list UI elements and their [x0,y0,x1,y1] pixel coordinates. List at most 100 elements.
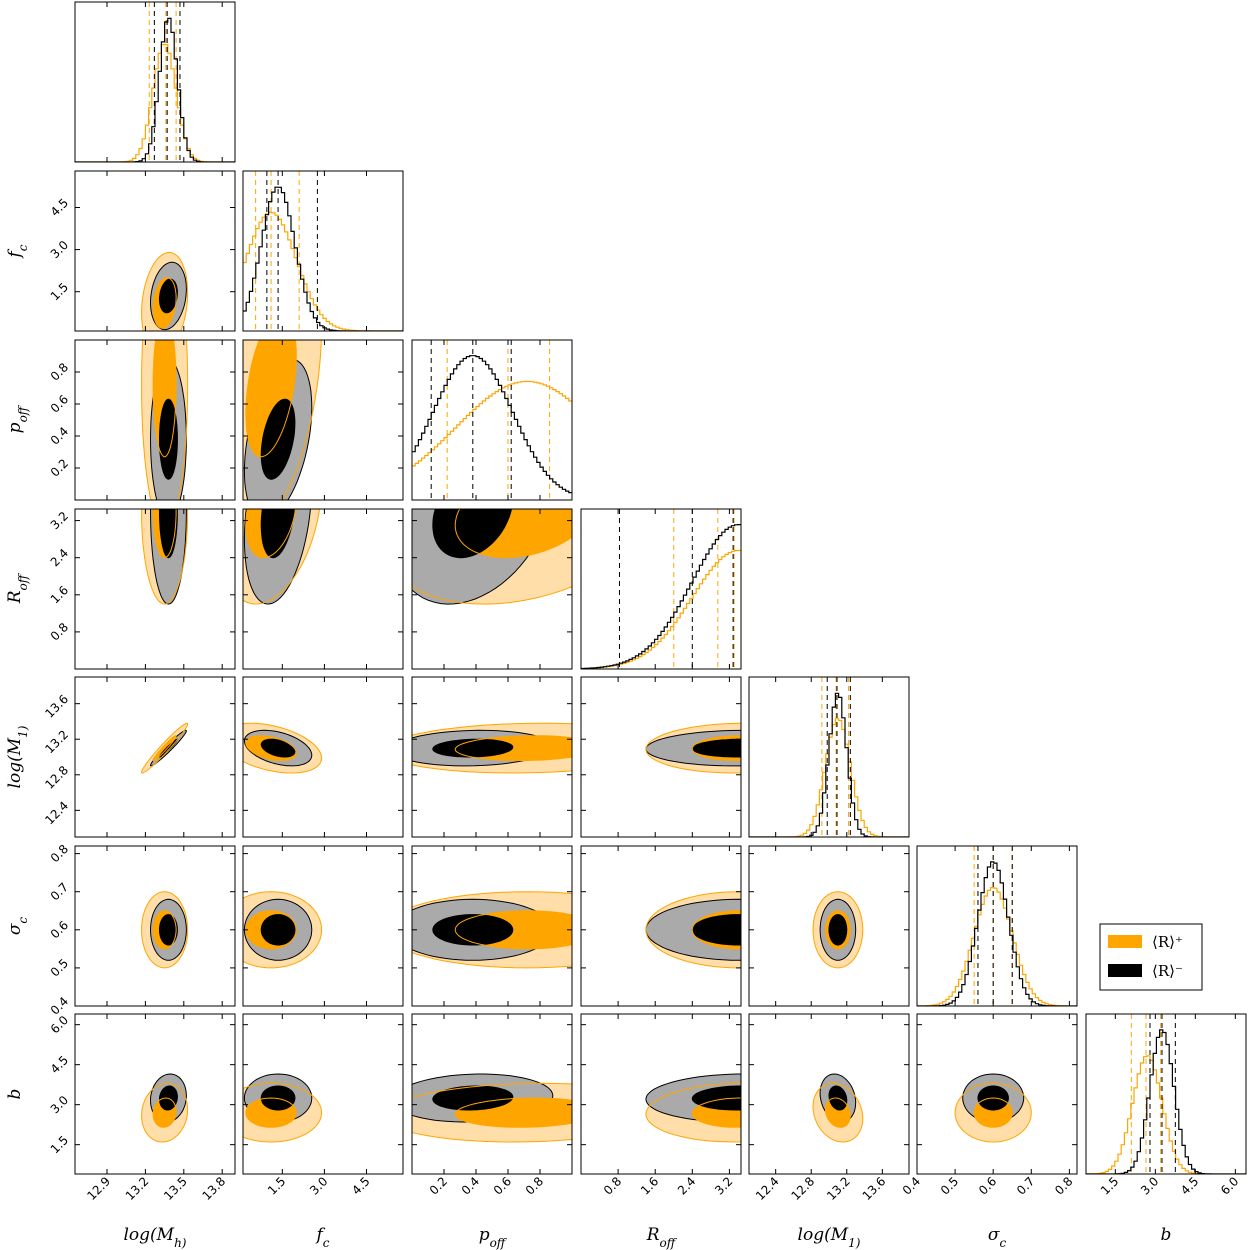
x-axis-label-2: poff [479,1225,508,1250]
x-tick-label-1-1: 3.0 [307,1174,330,1197]
x-tick-label-4-1: 12.8 [789,1174,818,1203]
panel-6-1 [242,1013,404,1175]
panel-5-4 [748,845,910,1007]
contour-line-0-0-5-0 [152,910,177,950]
panel-frame [580,676,742,838]
contour-line-0-0-1-0 [152,277,177,329]
panel-frame [411,1013,573,1175]
y-tick-label-2-0: 0.2 [48,456,71,479]
legend-swatch-1 [1108,964,1142,977]
panel-frame [74,339,236,501]
panel-frame [580,1013,742,1175]
contour-line-0-0-3-0 [152,509,177,559]
contour-line-0-0-6-5 [973,1097,1013,1128]
contour-inner-0-4-0 [153,735,177,761]
x-tick-label-6-0: 1.5 [1098,1174,1121,1197]
panel-frame [411,845,573,1007]
y-tick-label-1-0: 1.5 [48,280,71,303]
histogram-0-param-5 [917,886,1077,1006]
y-axis-label-5: σc [5,917,30,936]
y-axis-label-6: b [5,1089,25,1100]
panel-frame [242,1013,404,1175]
contour-inner-1-4-1 [260,738,296,758]
contour-inner-1-5-4 [828,914,848,946]
x-axis-label-3: Roff [646,1225,678,1250]
contour-line-0-0-6-0 [152,1097,177,1128]
panel-frame [1085,1013,1247,1175]
panel-frame [411,676,573,838]
x-axis-label-1: fc [314,1225,329,1250]
panel-2-1 [242,339,404,501]
histogram-1-param-3 [581,523,741,669]
contour-line-0-1-5-1 [243,891,323,969]
contour-line-0-1-6-1 [243,1082,323,1143]
panel-4-1 [242,676,404,838]
x-tick-label-0-3: 13.8 [200,1174,229,1203]
x-tick-label-2-1: 0.4 [459,1174,482,1197]
y-tick-label-4-0: 12.4 [42,799,71,828]
contour-inner-1-4-2 [432,738,514,758]
contour-line-0-0-3-2 [454,509,572,559]
x-tick-label-0-2: 13.5 [161,1174,190,1203]
x-tick-label-3-0: 0.8 [601,1174,624,1197]
contour-line-0-0-6-3 [691,1097,741,1128]
panel-frame [916,1013,1078,1175]
panel-3-3 [580,508,742,670]
y-tick-label-2-1: 0.4 [48,424,71,447]
panel-frame [74,676,236,838]
contour-line-0-1-4-0 [141,722,189,774]
x-tick-label-2-0: 0.2 [427,1174,450,1197]
y-tick-label-1-2: 4.5 [48,196,71,219]
panel-frame [748,676,910,838]
panel-frame [748,845,910,1007]
panel-frame [242,676,404,838]
y-tick-label-6-3: 6.0 [48,1013,71,1036]
contour-inner-1-6-1 [260,1085,296,1111]
x-tick-label-1-0: 1.5 [265,1174,288,1197]
contour-line-0-0-4-1 [245,735,297,762]
panel-frame [242,339,404,501]
x-tick-label-1-2: 4.5 [349,1174,372,1197]
x-tick-label-6-3: 6.0 [1218,1174,1241,1197]
x-tick-label-5-3: 0.7 [1014,1174,1037,1197]
x-tick-label-0-1: 13.2 [123,1174,152,1203]
contour-line-0-0-6-1 [245,1097,297,1128]
contour-inner-1-5-0 [159,914,178,946]
contour-inner-1-1-0 [159,278,178,314]
panel-5-3 [580,845,742,1007]
contour-line-0-0-4-0 [152,735,177,762]
histogram-0-param-2 [412,380,572,467]
panel-frame [748,1013,910,1175]
contour-line-0-0-5-4 [824,910,851,950]
contour-line-0-1-1-0 [141,251,189,331]
y-tick-label-2-3: 0.8 [48,360,71,383]
legend-label-1: ⟨R⟩⁻ [1152,962,1183,980]
panel-frame [242,170,404,332]
contour-line-0-1-5-0 [141,891,189,969]
histogram-1-param-5 [917,861,1077,1006]
x-tick-label-5-4: 0.8 [1052,1174,1075,1197]
x-tick-label-5-0: 0.4 [900,1174,923,1197]
panel-2-0 [74,339,236,501]
legend-swatch-0 [1108,935,1142,948]
x-tick-label-4-3: 13.6 [860,1174,889,1203]
y-tick-label-6-0: 1.5 [48,1133,71,1156]
contour-line-0-0-2-1 [245,340,297,458]
contour-line-0-0-4-3 [691,735,741,761]
panel-frame [916,845,1078,1007]
contour-line-0-0-2-0 [152,340,177,458]
panel-5-2 [411,845,573,1007]
contour-inner-1-3-0 [159,509,178,559]
legend: ⟨R⟩⁺ ⟨R⟩⁻ [1099,923,1203,991]
y-tick-label-4-1: 12.8 [42,763,71,792]
contour-line-0-1-6-4 [812,1082,864,1143]
contour-line-0-0-4-2 [454,735,572,762]
panel-frame [74,1,236,163]
contour-line-0-0-3-1 [245,509,296,559]
panel-6-6 [1085,1013,1247,1175]
x-tick-label-2-2: 0.6 [491,1174,514,1197]
contour-line-0-1-5-4 [812,891,864,969]
contour-inner-1-2-0 [159,398,178,480]
contour-line-0-1-4-3 [645,722,741,774]
contour-inner-1-5-1 [260,914,296,946]
